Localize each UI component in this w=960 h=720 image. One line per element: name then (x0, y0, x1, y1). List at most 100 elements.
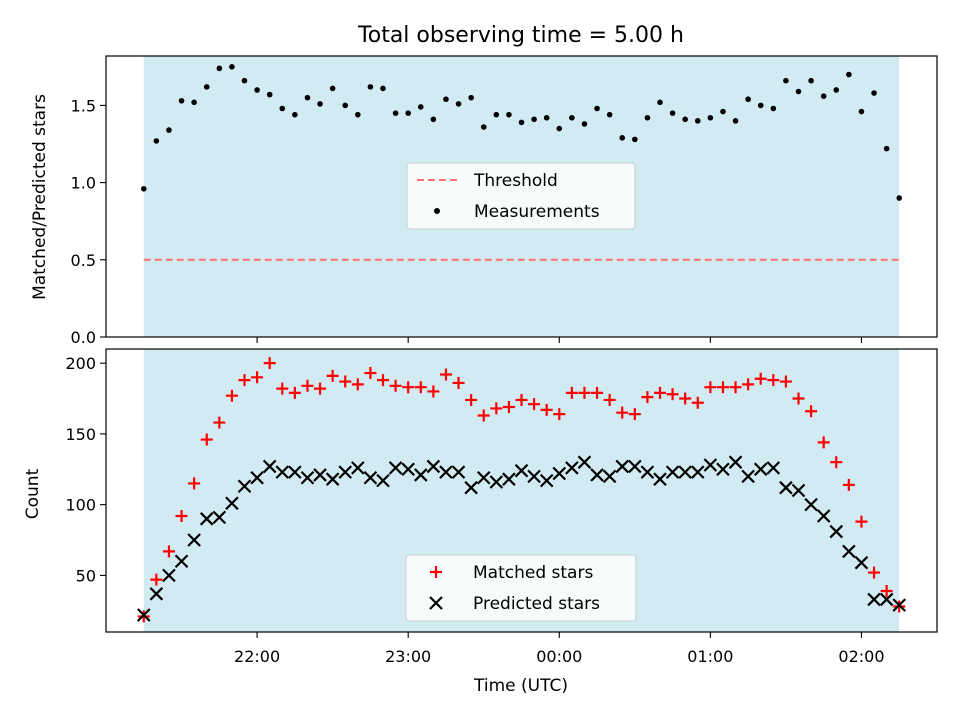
matched-star-point (792, 392, 805, 405)
matched-star-point (603, 393, 616, 406)
predicted-star-point (187, 533, 201, 547)
matched-star-point (276, 382, 289, 395)
matched-star-point (805, 405, 818, 418)
bottom-y-tick-label: 200 (65, 354, 96, 373)
predicted-star-point (892, 598, 907, 612)
measurement-point (493, 111, 500, 118)
matched-star-point (742, 378, 755, 391)
matched-star-point (263, 357, 276, 370)
matched-star-point (691, 396, 704, 409)
matched-star-point (540, 403, 553, 416)
x-axis-label: Time (UTC) (473, 676, 568, 696)
measurement-point (355, 111, 361, 118)
top-y-tick-label: 0.5 (71, 251, 96, 270)
measurement-point (279, 105, 286, 112)
measurement-point (757, 102, 764, 109)
matched-star-point (817, 436, 830, 449)
matched-star-point (351, 378, 364, 391)
measurement-point (140, 185, 147, 192)
matched-star-point (716, 381, 729, 394)
measurement-point (468, 94, 474, 101)
predicted-star-point (464, 480, 478, 495)
predicted-star-point (225, 496, 239, 511)
measurement-point (795, 88, 802, 95)
matched-star-point (767, 374, 780, 387)
predicted-star-point (879, 592, 894, 607)
predicted-star-point (628, 459, 642, 474)
predicted-star-point (262, 459, 277, 474)
matched-star-point (414, 381, 427, 394)
matched-star-point (502, 401, 515, 414)
matched-star-point (654, 386, 666, 399)
predicted-star-point (162, 568, 176, 583)
matched-star-point (213, 416, 226, 429)
measurement-point (367, 84, 374, 90)
predicted-star-point (816, 509, 831, 523)
bottom-legend: Matched stars Predicted stars (405, 554, 637, 622)
matched-star-point (880, 584, 893, 597)
matched-star-point (868, 566, 881, 579)
x-tick-label: 23:00 (385, 647, 431, 666)
predicted-star-point (363, 470, 378, 485)
measurement-point (808, 77, 814, 84)
predicted-star-point (791, 483, 806, 498)
predicted-star-point (653, 472, 667, 486)
x-tick-label: 01:00 (687, 647, 733, 666)
matched-star-point (225, 389, 238, 402)
matched-star-point (439, 368, 452, 381)
bottom-axes-frame (105, 348, 938, 633)
measurement-point (266, 91, 273, 98)
measurements-legend-marker (434, 208, 440, 214)
top-axes-frame (105, 55, 938, 338)
measurement-point (632, 136, 638, 143)
measurement-point (732, 118, 739, 124)
measurement-point (657, 99, 663, 106)
measurement-point (619, 135, 626, 141)
predicted-star-point (288, 465, 302, 479)
measurement-point (883, 145, 890, 152)
predicted-star-point (199, 512, 214, 526)
measurement-point (896, 195, 903, 201)
predicted-star-point (325, 472, 340, 486)
predicted-star-point (250, 470, 264, 485)
measurement-point (783, 77, 789, 84)
matched-star-point (314, 382, 327, 395)
matched-star-point (288, 386, 301, 399)
measurement-point (317, 101, 323, 107)
measurement-point (581, 121, 588, 127)
predicted-star-point (136, 608, 151, 622)
predicted-star-point (867, 592, 881, 607)
bottom-legend-box (405, 554, 637, 622)
measurement-point (480, 124, 487, 130)
measurement-point (380, 85, 386, 92)
top-y-tick-label: 1.0 (71, 174, 96, 193)
measurement-point (417, 104, 424, 110)
predicted-star-point (703, 458, 718, 472)
predicted-star-point (741, 469, 755, 484)
matched-star-point (150, 573, 163, 586)
measurement-point (606, 111, 613, 118)
predicted-stars-legend-label: Predicted stars (473, 594, 600, 614)
matched-star-point (326, 369, 339, 382)
matched-star-point (238, 374, 251, 387)
predicted-star-point (338, 465, 353, 479)
predicted-star-point (602, 469, 617, 484)
predicted-star-point (640, 465, 655, 479)
bottom-y-tick-label: 50 (76, 566, 96, 585)
measurement-point (820, 93, 827, 99)
measurement-point (254, 87, 260, 93)
predicted-star-point (401, 462, 415, 477)
matched-stars-legend-label: Matched stars (473, 563, 593, 583)
predicted-star-point (300, 470, 315, 485)
matched-star-point (855, 515, 868, 528)
predicted-star-point (413, 468, 428, 482)
matched-star-point (465, 393, 478, 406)
measurement-point (443, 96, 449, 103)
matched-star-point (616, 406, 629, 419)
measurement-point (669, 110, 676, 116)
top-legend: Threshold Measurements (406, 162, 636, 230)
predicted-star-point (451, 465, 466, 479)
predicted-star-point (237, 479, 252, 494)
predicted-star-point (766, 461, 781, 475)
predicted-star-point (590, 468, 604, 482)
